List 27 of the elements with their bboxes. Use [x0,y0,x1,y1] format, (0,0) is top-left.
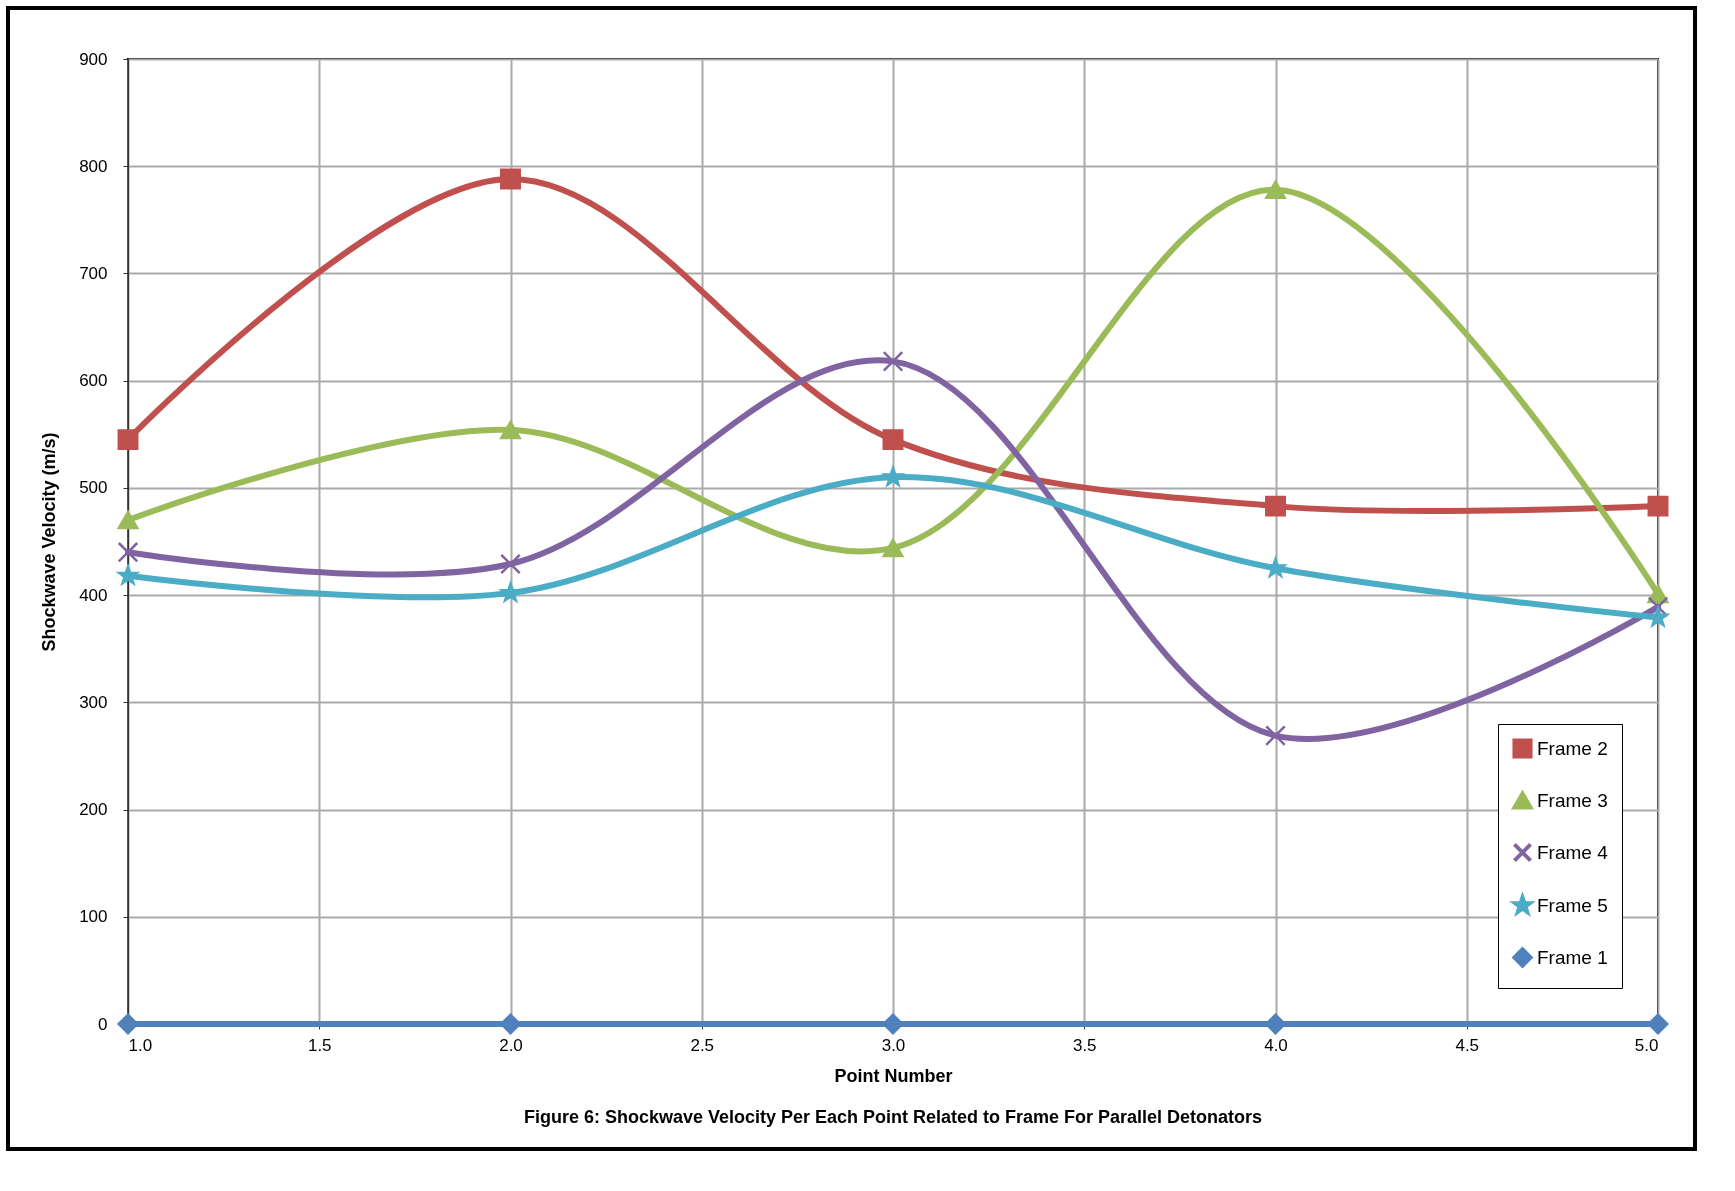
y-tick-label: 100 [79,907,108,927]
legend-label: Frame 1 [1537,946,1608,968]
legend-label: Frame 2 [1537,737,1608,759]
y-tick-label: 900 [79,49,108,69]
text: Figure 6: Shockwave Velocity Per Each Point Related to Frame For Parallel Detonators [523,1107,1263,1127]
legend-label: Frame 3 [1537,789,1608,811]
x-tick-label: 3.5 [1072,1035,1097,1055]
y-tick-label: 0 [98,1014,108,1034]
y-tick-label: 300 [79,692,108,712]
x-tick-label: 1.5 [307,1035,332,1055]
y-tick-label: 700 [79,263,108,283]
y-tick-label: 600 [79,371,108,391]
y-tick-label: 500 [79,478,108,498]
x-axis-title: Point Number [834,1065,953,1086]
legend-label: Frame 5 [1537,894,1608,916]
y-tick-label: 400 [79,585,108,605]
y-tick-label: 800 [79,156,108,176]
x-tick-label: 2.5 [690,1035,715,1055]
y-tick-label: 200 [79,800,108,820]
x-tick-label: 2.0 [499,1035,523,1055]
y-axis-title: Shockwave Velocity (m/s) [39,432,60,652]
legend-label: Frame 4 [1537,841,1609,863]
x-tick-label: 5.0 [1634,1035,1659,1055]
x-tick-label: 4.0 [1264,1035,1288,1055]
x-tick-label: 3.0 [881,1035,906,1055]
x-tick-label: 1.0 [128,1035,153,1055]
x-tick-label: 4.5 [1455,1035,1480,1055]
